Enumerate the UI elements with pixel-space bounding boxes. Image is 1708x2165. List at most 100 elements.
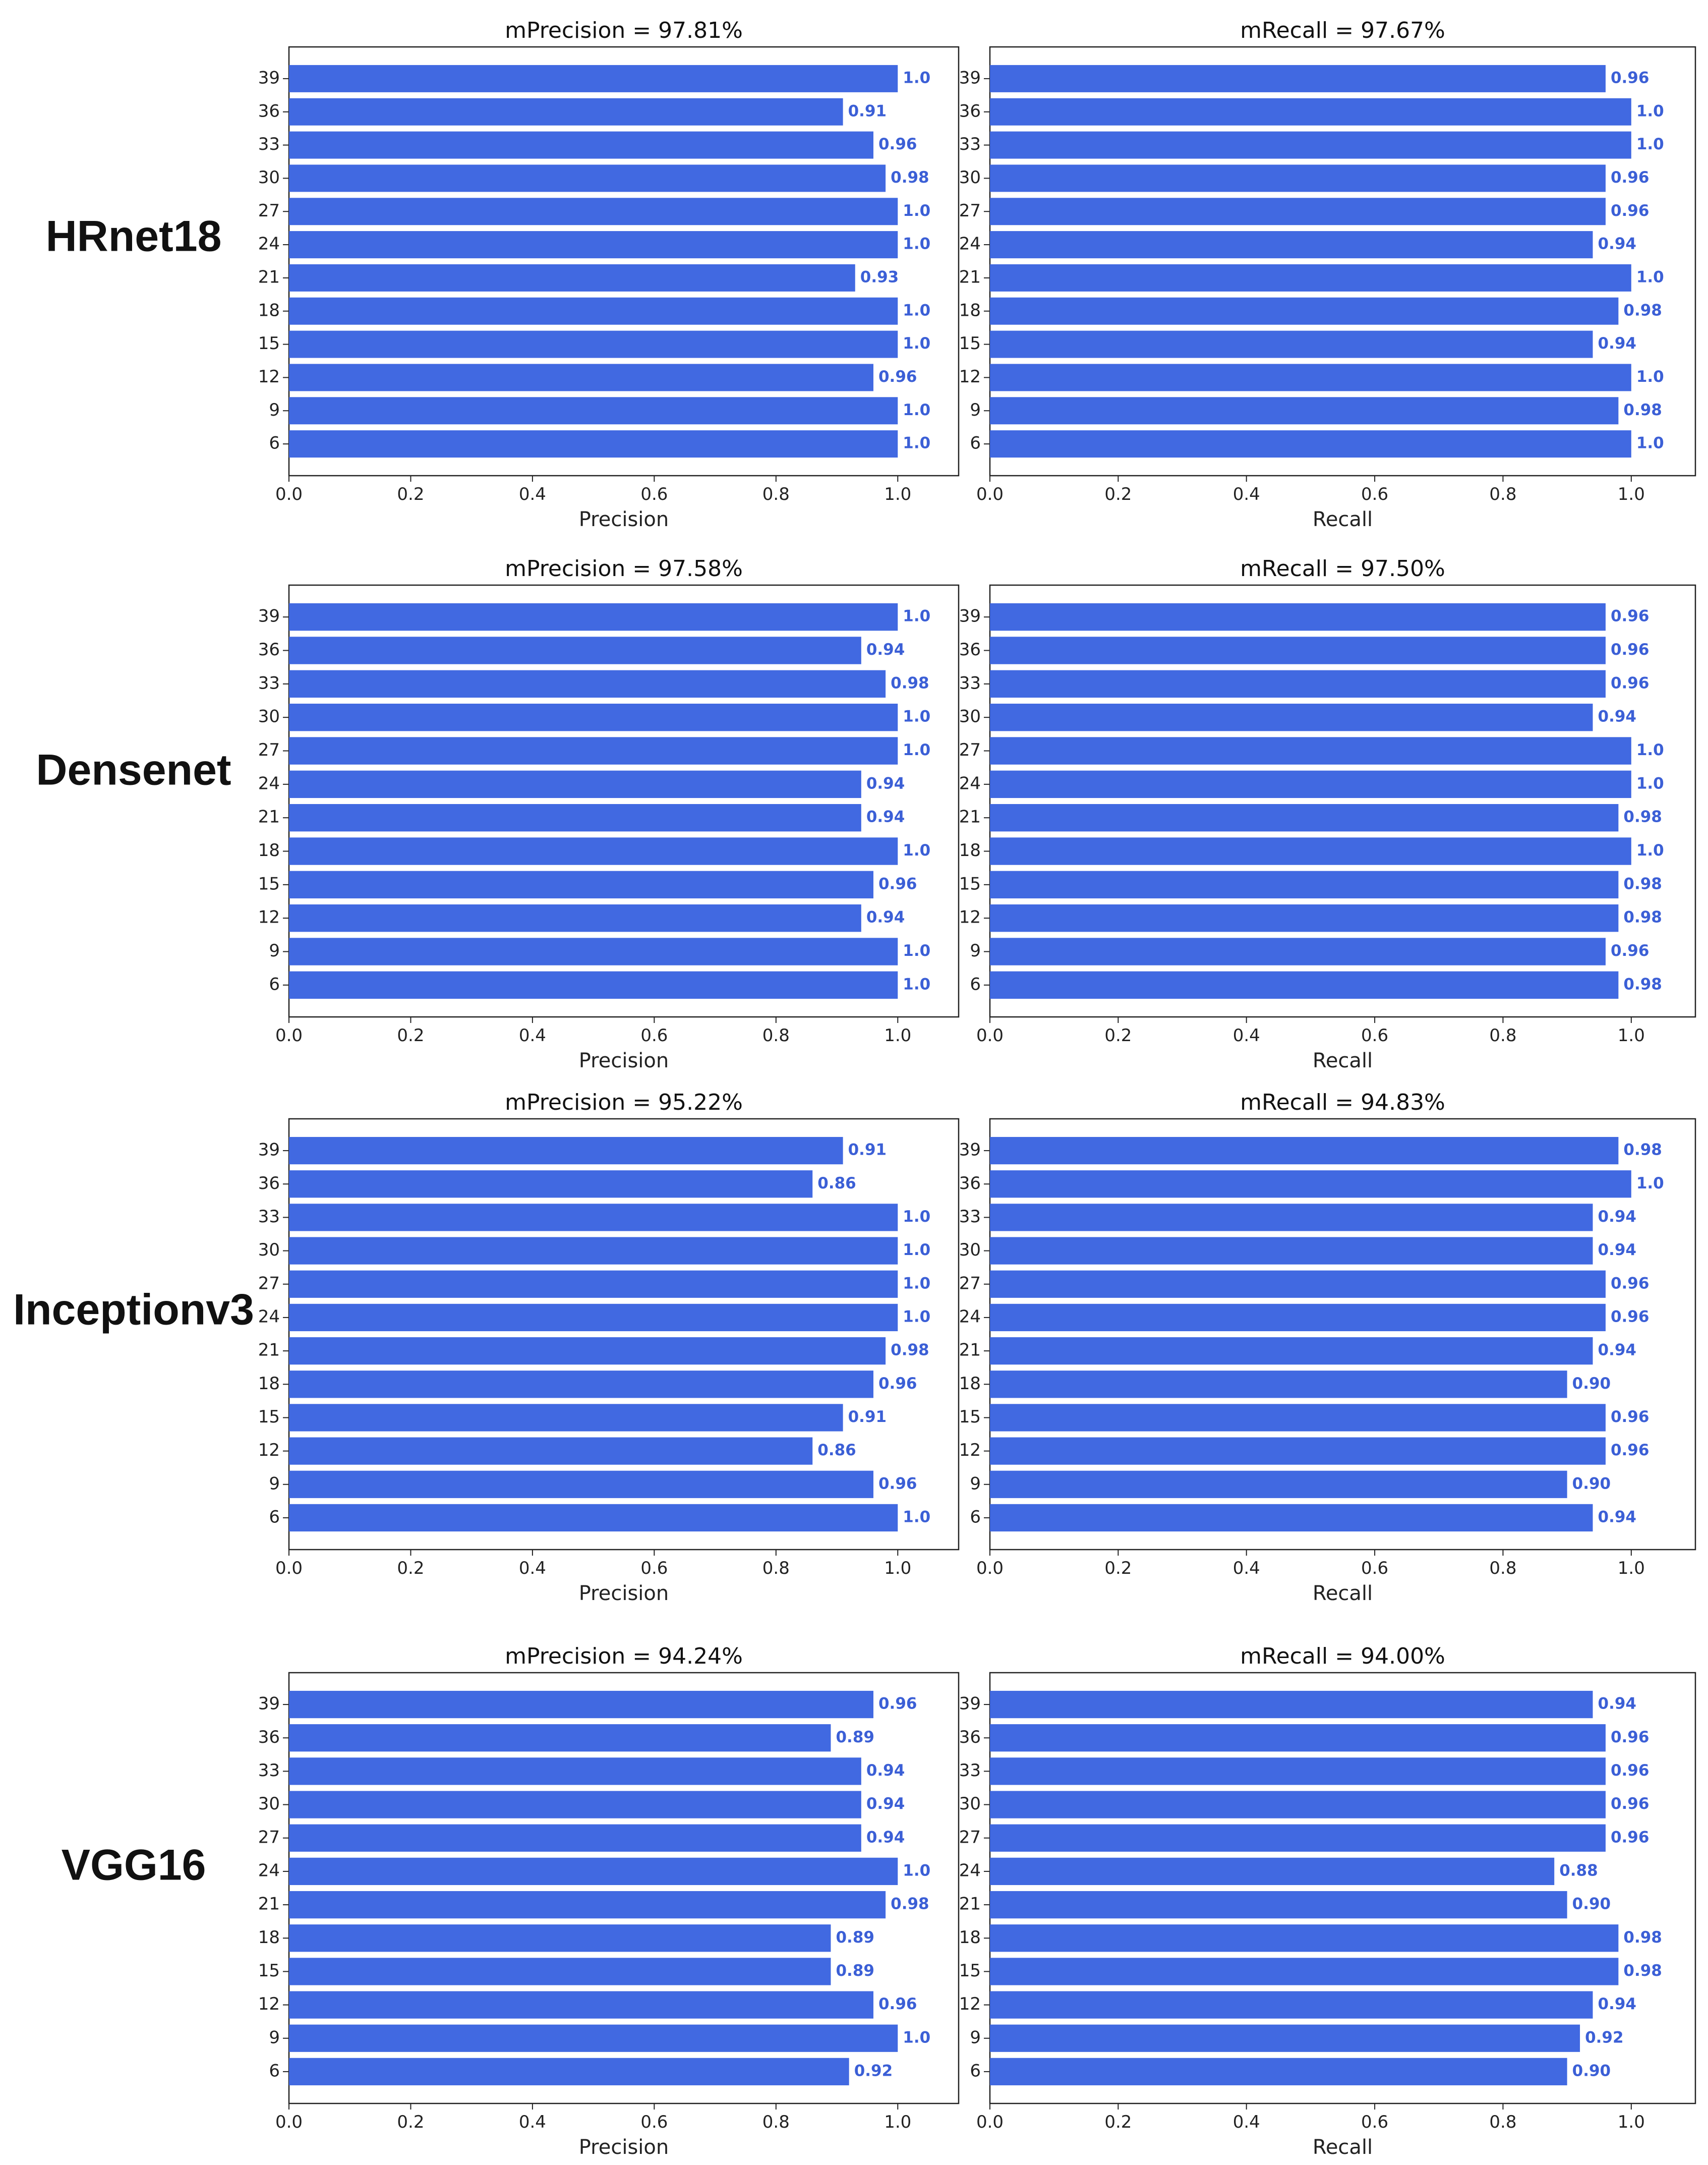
- y-tick-label: 12: [959, 1994, 981, 2014]
- bar-value-label: 1.0: [903, 301, 930, 319]
- x-tick-label: 0.8: [1489, 2112, 1516, 2132]
- bar-value-label: 0.96: [1611, 1795, 1650, 1813]
- x-tick-label: 0.0: [275, 1558, 303, 1578]
- metric-chart: mPrecision = 97.58% 0.0 0.2 0.4 0.6 0.8 1.0 Pre…: [258, 556, 960, 1072]
- x-axis-label: Recall: [1313, 1049, 1373, 1072]
- bar-value-label: 0.94: [1598, 1241, 1637, 1259]
- bar-value-label: 0.94: [866, 1795, 905, 1813]
- x-tick-label: 0.0: [976, 1558, 1004, 1578]
- y-tick-label: 27: [258, 201, 280, 221]
- bar: [289, 1170, 813, 1198]
- y-tick-label: 9: [970, 1473, 981, 1494]
- x-tick-label: 1.0: [884, 484, 911, 504]
- y-tick-label: 18: [959, 840, 981, 861]
- y-tick-label: 39: [258, 68, 280, 88]
- bar: [289, 430, 898, 458]
- bar-value-label: 1.0: [903, 1241, 930, 1259]
- y-tick-label: 9: [269, 1473, 280, 1494]
- bar-value-label: 0.96: [878, 368, 917, 386]
- bar: [289, 2024, 898, 2052]
- y-tick-label: 15: [959, 1407, 981, 1427]
- bar: [990, 1504, 1593, 1532]
- y-tick-label: 12: [258, 1994, 280, 2014]
- y-tick-label: 21: [258, 267, 280, 287]
- chart-title: mPrecision = 94.24%: [505, 1643, 743, 1669]
- chart-title: mPrecision = 97.81%: [505, 18, 743, 43]
- bar: [990, 65, 1606, 92]
- y-tick-label: 21: [959, 807, 981, 827]
- y-tick-label: 33: [258, 1207, 280, 1227]
- y-tick-label: 36: [959, 640, 981, 660]
- bar: [289, 1824, 861, 1852]
- y-tick-label: 12: [258, 1440, 280, 1460]
- bar: [289, 1371, 873, 1398]
- y-tick-label: 9: [269, 2027, 280, 2047]
- y-tick-label: 6: [269, 2061, 280, 2081]
- bar: [289, 1270, 898, 1298]
- y-tick-label: 36: [258, 640, 280, 660]
- x-tick-label: 1.0: [884, 2112, 911, 2132]
- bar: [990, 1724, 1606, 1752]
- bar: [990, 904, 1619, 932]
- bar-value-label: 0.98: [1623, 1928, 1662, 1947]
- y-tick-label: 9: [970, 2027, 981, 2047]
- y-tick-label: 27: [258, 1273, 280, 1293]
- x-tick-label: 0.0: [275, 484, 303, 504]
- y-tick-label: 18: [258, 1374, 280, 1394]
- bar-value-label: 1.0: [903, 434, 930, 452]
- x-tick-label: 0.2: [397, 1025, 424, 1046]
- axes-frame: [989, 46, 1696, 477]
- x-tick-label: 0.6: [1361, 2112, 1388, 2132]
- bar: [289, 603, 898, 631]
- metric-chart: mRecall = 94.83% 0.0 0.2 0.4 0.6 0.8 1.0 Recall…: [959, 1090, 1696, 1605]
- bar-value-label: 0.96: [878, 875, 917, 893]
- bar: [289, 1924, 831, 1952]
- y-tick-label: 6: [269, 1507, 280, 1527]
- y-tick-label: 27: [258, 1827, 280, 1847]
- bar: [289, 397, 898, 425]
- bar: [289, 837, 898, 865]
- bar-value-label: 0.96: [878, 1375, 917, 1393]
- bar-value-label: 1.0: [903, 1307, 930, 1326]
- y-tick-label: 12: [258, 367, 280, 387]
- bar-value-label: 0.98: [891, 674, 929, 692]
- y-tick-label: 36: [258, 1727, 280, 1747]
- bar-value-label: 0.94: [1598, 1995, 1637, 2013]
- bar-value-label: 0.98: [891, 1895, 929, 1913]
- y-tick-label: 15: [959, 1961, 981, 1981]
- bar-value-label: 0.96: [1611, 168, 1650, 187]
- bar-value-label: 1.0: [903, 2028, 930, 2046]
- bar-value-label: 0.96: [878, 1474, 917, 1493]
- bar-value-label: 0.96: [1611, 202, 1650, 220]
- bar: [990, 1337, 1593, 1365]
- bar: [990, 430, 1631, 458]
- bar-value-label: 0.90: [1572, 1375, 1611, 1393]
- chart-title: mRecall = 94.00%: [1240, 1643, 1445, 1669]
- bar-value-label: 0.86: [817, 1441, 856, 1459]
- y-tick-label: 33: [258, 1760, 280, 1781]
- bar: [289, 131, 873, 159]
- y-tick-label: 6: [269, 433, 280, 453]
- bar-value-label: 0.91: [848, 1408, 887, 1426]
- model-name-label: Densenet: [36, 746, 231, 794]
- bar: [990, 1791, 1606, 1818]
- bar: [990, 297, 1619, 325]
- axes-frame: [989, 1118, 1696, 1551]
- y-tick-label: 18: [258, 1927, 280, 1948]
- y-tick-label: 18: [959, 300, 981, 320]
- y-tick-label: 27: [959, 1273, 981, 1293]
- y-tick-label: 30: [959, 1240, 981, 1260]
- bar: [990, 1824, 1606, 1852]
- x-tick-label: 0.2: [1104, 1025, 1132, 1046]
- chart-title: mPrecision = 95.22%: [505, 1090, 743, 1115]
- bar-value-label: 0.98: [1623, 1141, 1662, 1159]
- bar: [990, 1303, 1606, 1332]
- x-tick-label: 0.8: [762, 1558, 790, 1578]
- bar-value-label: 0.91: [848, 1141, 887, 1159]
- y-tick-label: 24: [258, 1860, 280, 1881]
- bar-value-label: 1.0: [903, 1208, 930, 1226]
- y-tick-label: 21: [258, 1894, 280, 1914]
- y-tick-label: 12: [959, 907, 981, 928]
- bar: [289, 1991, 873, 2019]
- y-tick-label: 21: [959, 267, 981, 287]
